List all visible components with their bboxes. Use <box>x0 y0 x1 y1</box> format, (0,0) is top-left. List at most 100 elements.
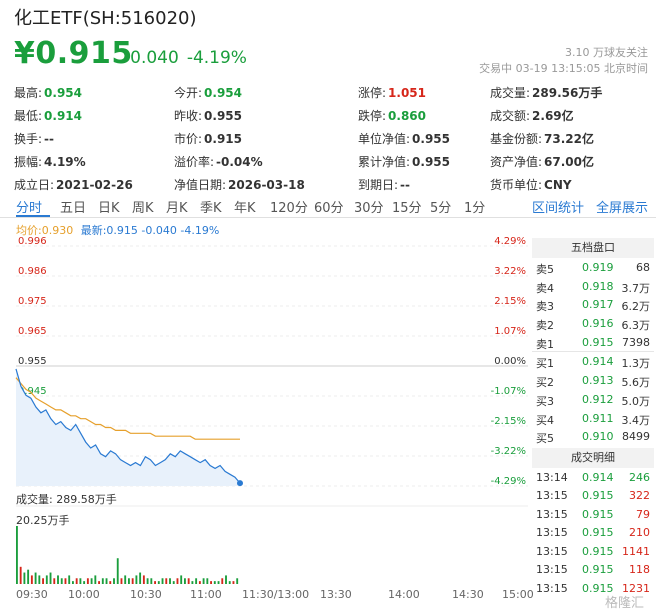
quote-label: 涨停: <box>358 86 387 100</box>
quote-value: 0.955 <box>204 109 243 123</box>
volume-bar <box>225 575 227 584</box>
tab-4[interactable]: 月K <box>166 201 188 216</box>
y-tick-left: 0.996 <box>18 236 47 247</box>
change-percent: -4.19% <box>186 48 247 68</box>
volume-bar <box>195 578 198 584</box>
tab-8[interactable]: 60分 <box>314 201 344 216</box>
volume-bar <box>53 578 56 584</box>
orderbook-volume: 3.7万 <box>621 281 651 295</box>
trade-volume: 118 <box>629 563 650 577</box>
quote-label: 到期日: <box>358 178 399 192</box>
y-tick-right: 4.29% <box>494 236 526 247</box>
volume-bar <box>75 578 78 584</box>
y-tick-right: 3.22% <box>494 266 526 277</box>
quote-cell: 最低: 0.914 <box>14 107 82 124</box>
quote-cell: 成交量: 289.56万手 <box>490 84 602 101</box>
volume-bar <box>157 581 160 584</box>
quote-label: 换手: <box>14 132 43 146</box>
quote-label: 溢价率: <box>174 155 215 169</box>
trade-time: 13:14 <box>536 470 568 484</box>
quote-value: 289.56万手 <box>532 86 603 100</box>
volume-bar <box>232 581 235 584</box>
volume-bar <box>236 578 239 584</box>
quote-label: 跌停: <box>358 109 387 123</box>
quote-row: 最低: 0.914 昨收: 0.955 跌停: 0.860 成交额: 2.69亿 <box>14 105 654 128</box>
volume-bar <box>128 578 130 584</box>
trade-time: 13:15 <box>536 563 568 577</box>
orderbook-row: 买2 0.913 5.6万 <box>532 371 654 390</box>
orderbook-row: 买3 0.912 5.0万 <box>532 390 654 409</box>
change-amount: -0.040 <box>124 48 179 68</box>
volume-bar <box>19 566 22 584</box>
quote-cell: 跌停: 0.860 <box>358 107 426 124</box>
trade-row: 13:15 0.915 79 <box>532 505 654 524</box>
tab-10[interactable]: 15分 <box>392 201 422 216</box>
quote-grid: 最高: 0.954 今开: 0.954 涨停: 1.051 成交量: 289.56万手 最低: 0… <box>14 82 654 197</box>
volume-bar <box>90 578 93 584</box>
trade-volume: 1231 <box>622 581 650 595</box>
quote-label: 累计净值: <box>358 155 411 169</box>
tab-2[interactable]: 日K <box>98 201 120 216</box>
quote-row: 最高: 0.954 今开: 0.954 涨停: 1.051 成交量: 289.56万手 <box>14 82 654 105</box>
y-tick-left: 0.975 <box>18 296 47 307</box>
orderbook-price: 0.918 <box>582 279 614 293</box>
tab-7[interactable]: 120分 <box>270 201 308 216</box>
quote-cell: 到期日: -- <box>358 176 410 193</box>
quote-cell: 昨收: 0.955 <box>174 107 242 124</box>
volume-label: 成交量: 289.58万手 <box>16 493 117 506</box>
orderbook-side: 卖3 <box>536 300 554 314</box>
intraday-chart[interactable]: 0.996 4.29% 0.986 3.22% 0.975 2.15% 0.965 1.07%… <box>0 236 530 606</box>
y-tick-left: 0.955 <box>18 356 47 367</box>
volume-bar <box>131 578 134 584</box>
tab-11[interactable]: 5分 <box>430 201 452 216</box>
tab-3[interactable]: 周K <box>132 201 154 216</box>
orderbook-volume: 5.6万 <box>621 376 651 390</box>
fullscreen-link[interactable]: 全屏展示 <box>596 201 649 216</box>
price-change: -0.040 -4.19% <box>124 48 255 68</box>
quote-cell: 涨停: 1.051 <box>358 84 426 101</box>
x-tick: 15:00 <box>502 588 534 601</box>
quote-cell: 基金份额: 73.22亿 <box>490 130 594 147</box>
volume-bar <box>34 572 37 584</box>
quote-value: 0.860 <box>388 109 427 123</box>
quote-label: 资产净值: <box>490 155 543 169</box>
quote-label: 基金份额: <box>490 132 543 146</box>
orderbook-side: 卖1 <box>536 337 554 351</box>
quote-value: 2026-03-18 <box>228 178 305 192</box>
tab-9[interactable]: 30分 <box>354 201 384 216</box>
orderbook-price: 0.911 <box>582 411 614 425</box>
quote-label: 市价: <box>174 132 203 146</box>
volume-bar <box>23 572 26 584</box>
quote-cell: 换手: -- <box>14 130 54 147</box>
range-stats-link[interactable]: 区间统计 <box>532 201 585 216</box>
tab-5[interactable]: 季K <box>200 201 222 216</box>
tab-1[interactable]: 五日 <box>60 201 87 216</box>
quote-label: 最高: <box>14 86 43 100</box>
follower-count[interactable]: 3.10 万球友关注 <box>565 46 648 59</box>
volume-bar <box>98 581 100 584</box>
orderbook-side: 买1 <box>536 357 554 371</box>
page-title: 化工ETF(SH:516020) <box>14 8 197 29</box>
orderbook-title: 五档盘口 <box>532 238 654 258</box>
trade-price: 0.915 <box>582 489 614 503</box>
volume-bar <box>180 575 183 584</box>
tab-6[interactable]: 年K <box>234 201 256 216</box>
orderbook-row: 卖2 0.916 6.3万 <box>532 314 654 333</box>
trade-price: 0.915 <box>582 544 614 558</box>
quote-value: CNY <box>544 178 572 192</box>
y-tick-right: -3.22% <box>491 446 526 457</box>
orderbook-side: 买2 <box>536 376 554 390</box>
y-tick-right: 0.00% <box>494 356 526 367</box>
side-panel: 五档盘口 卖5 0.919 68 卖4 0.918 3.7万 卖3 0.917 6.2万 卖2 0.… <box>532 238 654 597</box>
volume-bar <box>68 575 71 584</box>
quote-label: 成交额: <box>490 109 531 123</box>
orderbook-side: 买3 <box>536 394 554 408</box>
quote-cell: 净值日期: 2026-03-18 <box>174 176 305 193</box>
tab-0[interactable]: 分时 <box>16 201 43 216</box>
y-tick-left: 0.986 <box>18 266 47 277</box>
trade-price: 0.915 <box>582 563 614 577</box>
volume-bar <box>101 578 104 584</box>
tab-12[interactable]: 1分 <box>464 201 486 216</box>
trade-price: 0.915 <box>582 581 614 595</box>
trade-volume: 322 <box>629 489 650 503</box>
